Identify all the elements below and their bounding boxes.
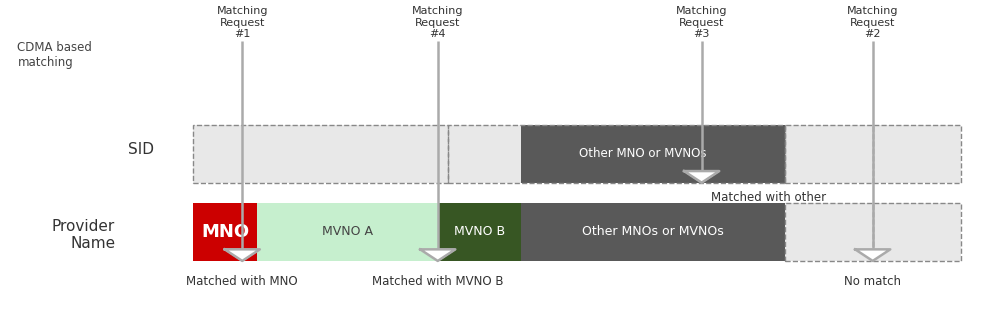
Text: Matched with other: Matched with other [712, 191, 827, 204]
Bar [521, 203, 784, 261]
Text: Matching
Request
#2: Matching Request #2 [847, 6, 898, 39]
Text: CDMA based
matching: CDMA based matching [18, 41, 92, 69]
Bar [873, 125, 960, 183]
Text: Matching
Request
#4: Matching Request #4 [412, 6, 464, 39]
Bar [296, 125, 447, 183]
Bar [447, 125, 521, 183]
Bar [257, 203, 437, 261]
Text: MVNO B: MVNO B [454, 225, 505, 239]
Bar [765, 125, 784, 183]
Bar [784, 203, 873, 261]
Bar [784, 125, 873, 183]
Polygon shape [225, 249, 260, 261]
Text: No match: No match [844, 275, 901, 288]
Bar [521, 125, 765, 183]
Bar [873, 203, 960, 261]
Bar [437, 203, 521, 261]
Bar [873, 203, 960, 261]
Bar [194, 203, 257, 261]
Text: Other MNOs or MVNOs: Other MNOs or MVNOs [582, 225, 723, 239]
Text: Matched with MNO: Matched with MNO [187, 275, 298, 288]
Text: MVNO A: MVNO A [321, 225, 373, 239]
Bar [873, 125, 960, 183]
Text: Provider
Name: Provider Name [52, 219, 115, 251]
Polygon shape [855, 249, 891, 261]
Polygon shape [684, 171, 720, 183]
Bar [784, 203, 873, 261]
Text: MNO: MNO [202, 223, 250, 241]
Text: SID: SID [129, 142, 154, 157]
Text: Matched with MVNO B: Matched with MVNO B [372, 275, 503, 288]
Text: Matching
Request
#3: Matching Request #3 [676, 6, 727, 39]
Bar [784, 125, 873, 183]
Bar [194, 125, 447, 183]
Text: Matching
Request
#1: Matching Request #1 [216, 6, 268, 39]
Text: Other MNO or MVNOs: Other MNO or MVNOs [579, 147, 707, 160]
Bar [447, 125, 784, 183]
Polygon shape [420, 249, 455, 261]
Bar [194, 125, 296, 183]
